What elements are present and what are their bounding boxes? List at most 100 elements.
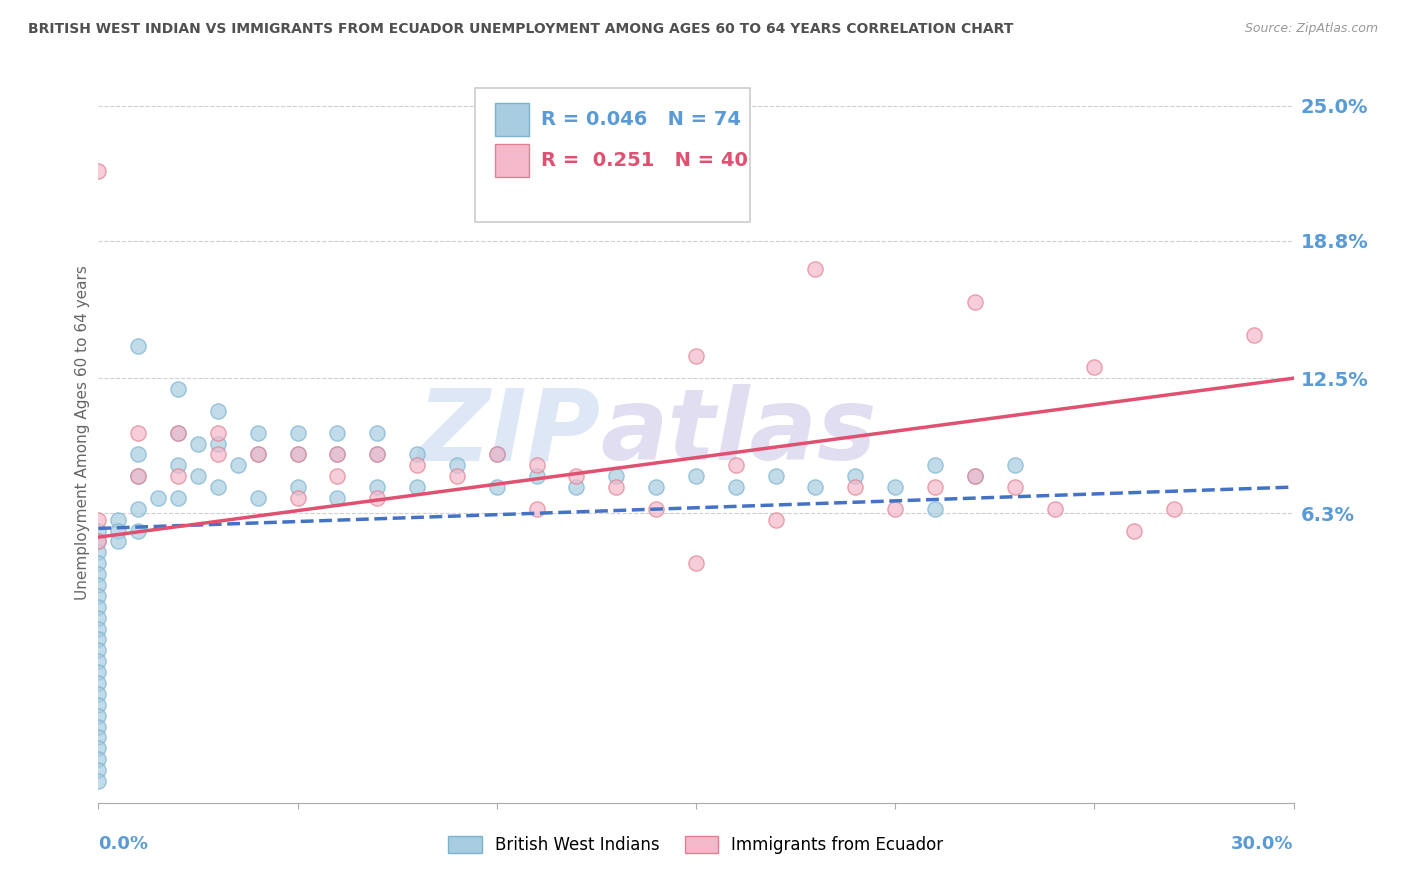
Point [127,469,149,483]
Point [207,436,229,450]
Point [167,469,190,483]
Point [87,643,110,657]
Point [127,501,149,516]
Point [287,447,309,461]
Point [884,501,907,516]
Point [804,262,827,277]
Point [605,480,627,494]
Point [107,534,129,549]
Point [87,698,110,712]
Point [127,338,149,352]
Point [287,447,309,461]
Point [326,425,349,440]
Point [963,469,986,483]
Point [804,480,827,494]
Point [485,480,508,494]
Point [87,741,110,756]
Point [207,480,229,494]
Point [87,589,110,603]
Point [187,436,209,450]
Text: R = 0.046   N = 74: R = 0.046 N = 74 [541,110,741,129]
Point [1004,480,1026,494]
Point [87,774,110,789]
FancyBboxPatch shape [495,103,529,136]
Point [446,458,468,473]
Point [406,447,429,461]
Point [226,458,249,473]
Point [87,567,110,582]
Point [127,469,149,483]
Point [1043,501,1066,516]
Point [207,404,229,418]
Point [1243,327,1265,342]
Point [446,469,468,483]
Point [167,425,190,440]
Point [526,458,548,473]
Point [287,480,309,494]
Point [326,447,349,461]
Point [565,469,588,483]
Point [167,382,190,396]
Text: Source: ZipAtlas.com: Source: ZipAtlas.com [1244,22,1378,36]
Legend: British West Indians, Immigrants from Ecuador: British West Indians, Immigrants from Ec… [441,830,950,861]
Y-axis label: Unemployment Among Ages 60 to 64 years: Unemployment Among Ages 60 to 64 years [75,265,90,600]
FancyBboxPatch shape [495,144,529,178]
Point [246,447,269,461]
FancyBboxPatch shape [475,88,749,221]
Point [246,447,269,461]
Text: BRITISH WEST INDIAN VS IMMIGRANTS FROM ECUADOR UNEMPLOYMENT AMONG AGES 60 TO 64 : BRITISH WEST INDIAN VS IMMIGRANTS FROM E… [28,22,1014,37]
Point [963,295,986,310]
Point [87,599,110,614]
Point [685,350,707,364]
Point [724,458,747,473]
Point [924,480,946,494]
Point [107,524,129,538]
Point [87,556,110,570]
Point [246,491,269,505]
Point [287,425,309,440]
Text: 30.0%: 30.0% [1232,836,1294,854]
Point [645,501,668,516]
Point [326,447,349,461]
Point [207,425,229,440]
Point [1163,501,1185,516]
Point [246,425,269,440]
Point [87,164,110,178]
Point [326,491,349,505]
Point [924,501,946,516]
Point [366,480,388,494]
Point [87,524,110,538]
Point [187,469,209,483]
Point [87,720,110,734]
Point [765,469,787,483]
Point [685,469,707,483]
Point [1004,458,1026,473]
Point [87,687,110,701]
Point [287,491,309,505]
Point [406,458,429,473]
Point [366,447,388,461]
Text: ZIP: ZIP [418,384,600,481]
Point [167,425,190,440]
Point [87,676,110,690]
Point [87,610,110,624]
Point [605,469,627,483]
Point [565,480,588,494]
Point [326,469,349,483]
Text: atlas: atlas [600,384,877,481]
Point [87,622,110,636]
Point [406,480,429,494]
Point [844,480,866,494]
Point [127,425,149,440]
Point [724,480,747,494]
Point [87,654,110,668]
Point [884,480,907,494]
Point [963,469,986,483]
Point [485,447,508,461]
Point [1123,524,1146,538]
Point [207,447,229,461]
Point [87,578,110,592]
Point [526,501,548,516]
Point [87,752,110,766]
Point [87,534,110,549]
